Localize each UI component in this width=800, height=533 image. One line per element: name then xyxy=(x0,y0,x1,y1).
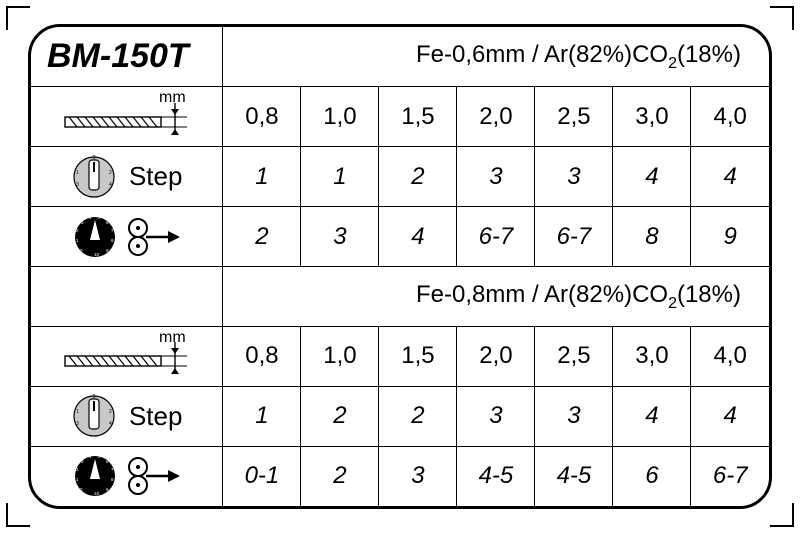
wire-speed-knob-icon: 012 345 678 910 xyxy=(72,453,118,499)
wire-feed-icon xyxy=(124,456,182,496)
svg-text:3: 3 xyxy=(76,182,79,188)
thickness-val: 1,0 xyxy=(301,87,379,147)
step-val: 3 xyxy=(535,386,613,446)
blank-cell xyxy=(31,267,223,327)
step-val: 2 xyxy=(301,386,379,446)
svg-text:2: 2 xyxy=(109,409,112,415)
step-knob-icon: 0 1 3 2 4 xyxy=(71,154,117,200)
svg-text:10: 10 xyxy=(94,491,100,496)
step-label-0: Step xyxy=(129,161,183,192)
wire-feed-icon xyxy=(124,217,182,257)
thickness-val: 2,0 xyxy=(457,326,535,386)
step-val: 4 xyxy=(613,147,691,207)
step-val: 4 xyxy=(691,147,769,207)
step-knob-icon: 0 1 3 2 4 xyxy=(71,393,117,439)
step-label-1: Step xyxy=(129,401,183,432)
thickness-icon-cell-0: mm xyxy=(31,87,223,147)
feed-val: 9 xyxy=(691,207,769,267)
svg-text:3: 3 xyxy=(76,421,79,427)
thickness-val: 1,0 xyxy=(301,326,379,386)
step-val: 1 xyxy=(223,147,301,207)
unit-mm-0: mm xyxy=(159,89,186,107)
feed-val: 6-7 xyxy=(535,207,613,267)
feed-icon-cell-1: 012 345 678 910 xyxy=(31,446,223,506)
feed-val: 2 xyxy=(301,446,379,506)
step-val: 3 xyxy=(457,386,535,446)
step-val: 2 xyxy=(379,386,457,446)
crop-mark-bl xyxy=(6,503,30,527)
feed-val: 0-1 xyxy=(223,446,301,506)
svg-text:0: 0 xyxy=(93,394,96,400)
feed-val: 4-5 xyxy=(535,446,613,506)
step-val: 4 xyxy=(691,386,769,446)
step-icon-cell-1: 0 1 3 2 4 Step xyxy=(31,386,223,446)
crop-mark-tl xyxy=(6,6,30,30)
svg-text:0: 0 xyxy=(93,155,96,161)
svg-text:10: 10 xyxy=(94,252,100,257)
feed-val: 6 xyxy=(613,446,691,506)
feed-val: 2 xyxy=(223,207,301,267)
gas-spec-1: Fe-0,8mm / Ar(82%)CO2(18%) xyxy=(223,267,769,327)
thickness-val: 2,0 xyxy=(457,87,535,147)
thickness-val: 1,5 xyxy=(379,326,457,386)
svg-text:4: 4 xyxy=(109,182,112,188)
step-icon-cell-0: 0 1 3 2 4 Step xyxy=(31,147,223,207)
feed-val: 3 xyxy=(379,446,457,506)
feed-val: 4-5 xyxy=(457,446,535,506)
unit-mm-1: mm xyxy=(159,329,186,347)
feed-icon-cell-0: 012 345 678 910 xyxy=(31,207,223,267)
svg-text:4: 4 xyxy=(109,421,112,427)
svg-text:1: 1 xyxy=(76,409,79,415)
feed-val: 8 xyxy=(613,207,691,267)
gas-spec-0: Fe-0,6mm / Ar(82%)CO2(18%) xyxy=(223,27,769,87)
crop-mark-tr xyxy=(770,6,794,30)
feed-val: 4 xyxy=(379,207,457,267)
feed-val: 6-7 xyxy=(457,207,535,267)
thickness-val: 4,0 xyxy=(691,87,769,147)
thickness-val: 4,0 xyxy=(691,326,769,386)
crop-mark-br xyxy=(770,503,794,527)
step-val: 3 xyxy=(535,147,613,207)
step-val: 2 xyxy=(379,147,457,207)
thickness-val: 1,5 xyxy=(379,87,457,147)
settings-table: BM-150T Fe-0,6mm / Ar(82%)CO2(18%) mm 0,… xyxy=(31,27,769,506)
thickness-val: 3,0 xyxy=(613,326,691,386)
thickness-val: 2,5 xyxy=(535,87,613,147)
feed-val: 3 xyxy=(301,207,379,267)
svg-text:1: 1 xyxy=(76,170,79,176)
settings-panel: BM-150T Fe-0,6mm / Ar(82%)CO2(18%) mm 0,… xyxy=(28,24,772,509)
thickness-icon-cell-1: mm xyxy=(31,326,223,386)
wire-speed-knob-icon: 012 345 678 910 xyxy=(72,214,118,260)
thickness-val: 3,0 xyxy=(613,87,691,147)
step-val: 3 xyxy=(457,147,535,207)
step-val: 1 xyxy=(301,147,379,207)
thickness-val: 2,5 xyxy=(535,326,613,386)
model-title: BM-150T xyxy=(31,27,223,87)
step-val: 1 xyxy=(223,386,301,446)
svg-text:2: 2 xyxy=(109,170,112,176)
step-val: 4 xyxy=(613,386,691,446)
thickness-val: 0,8 xyxy=(223,87,301,147)
thickness-val: 0,8 xyxy=(223,326,301,386)
feed-val: 6-7 xyxy=(691,446,769,506)
